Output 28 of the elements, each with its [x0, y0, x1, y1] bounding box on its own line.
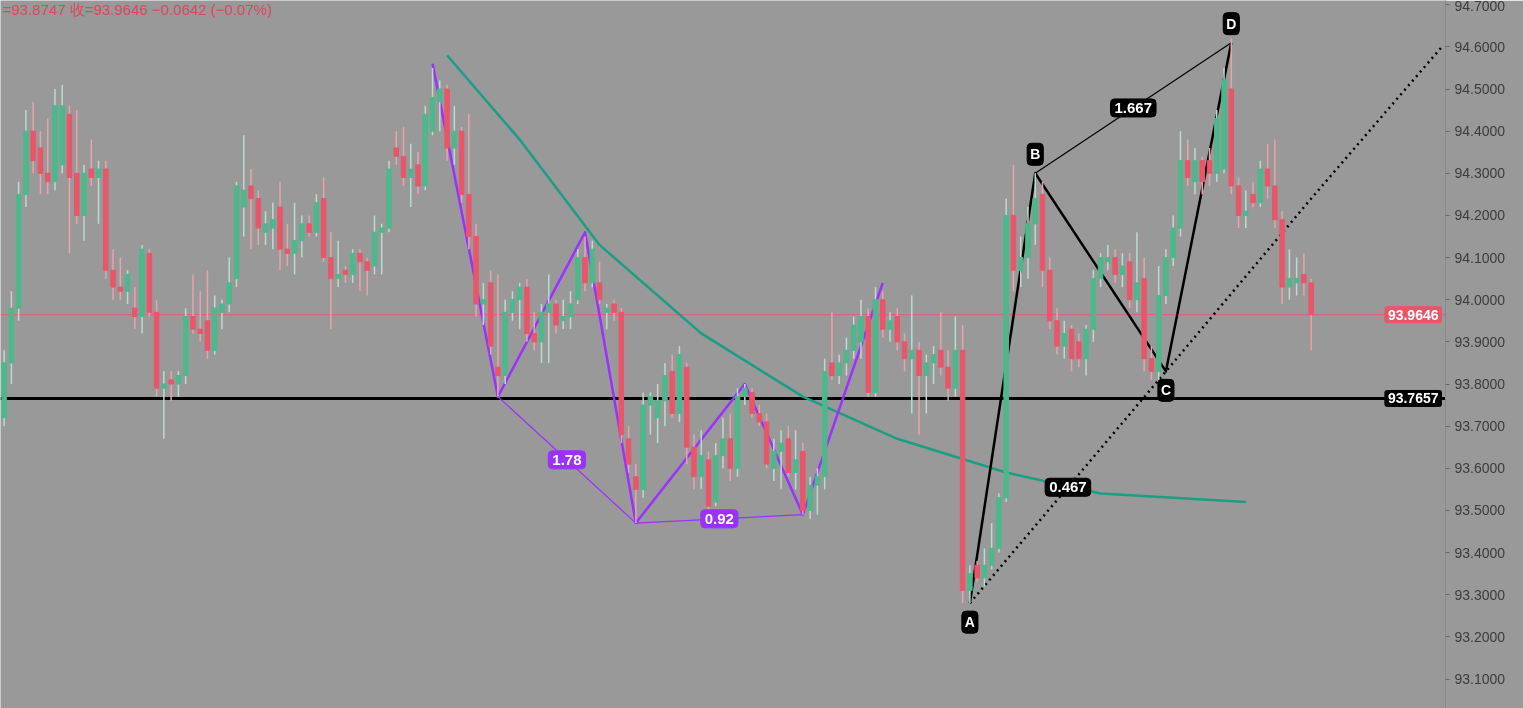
y-tick-label: 94.5000	[1454, 81, 1506, 97]
y-tick-label: 93.8000	[1454, 376, 1506, 392]
y-tick-label: 94.2000	[1454, 207, 1506, 224]
y-tick-label: 94.3000	[1454, 165, 1506, 182]
y-tick-label: 93.7000	[1454, 418, 1506, 435]
y-tick-label: 94.6000	[1454, 38, 1506, 55]
series-label: 0.92	[704, 509, 734, 527]
y-tick-label: 93.9000	[1454, 333, 1506, 350]
y-tick-label: 93.5000	[1454, 502, 1506, 519]
y-tick-label: 94.7000	[1454, 0, 1506, 14]
y-tick-label: 93.3000	[1454, 586, 1506, 603]
data-label: A	[964, 614, 975, 631]
data-label: C	[1160, 382, 1172, 399]
series-label: 1.78	[552, 450, 582, 468]
data-label: D	[1226, 15, 1237, 32]
y-tick-label: 93.4000	[1454, 544, 1506, 561]
y-tick-label: 93.1000	[1454, 671, 1506, 687]
y-tick-label: 94.1000	[1454, 249, 1506, 266]
annotation: =93.8747 收=93.9646 −0.0642 (−0.07%)	[2, 0, 272, 18]
series-label: 1.667	[1114, 98, 1153, 116]
y-tick-label: 94.4000	[1454, 123, 1506, 140]
ref-line-label: 93.7657	[1387, 390, 1439, 407]
y-tick-label: 93.2000	[1454, 628, 1506, 645]
series-label: 0.467	[1049, 478, 1087, 496]
y-tick-label: 94.0000	[1454, 291, 1506, 308]
y-tick-label: 93.6000	[1454, 460, 1506, 477]
data-label: B	[1030, 146, 1041, 163]
ref-line-label: 93.9646	[1387, 306, 1439, 323]
